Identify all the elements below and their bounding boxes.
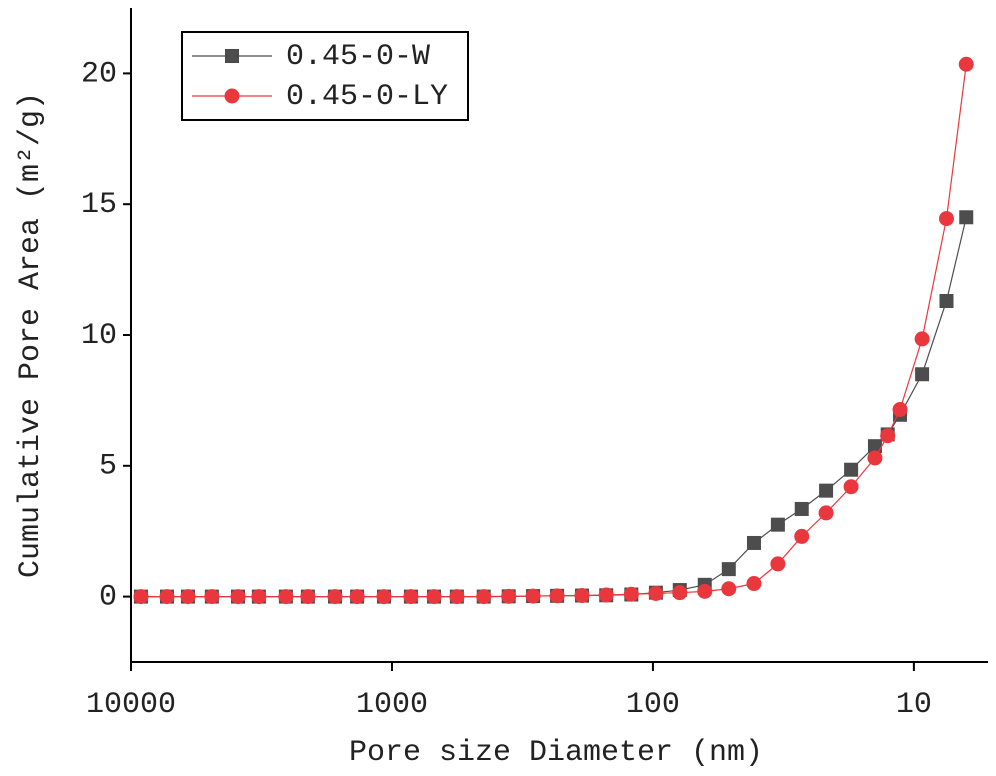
y-tick-label: 0	[99, 581, 117, 615]
point	[159, 589, 175, 605]
point	[697, 583, 713, 599]
point	[476, 589, 492, 605]
point	[204, 589, 220, 605]
point	[794, 528, 810, 544]
point	[449, 589, 465, 605]
point	[426, 589, 442, 605]
point	[914, 331, 930, 347]
y-tick-label: 5	[99, 450, 117, 484]
point	[403, 589, 419, 605]
y-tick-label: 15	[81, 188, 117, 222]
x-axis-label: Pore size Diameter (nm)	[349, 736, 763, 770]
legend-label: 0.45-0-W	[286, 40, 430, 74]
point	[959, 210, 974, 225]
point	[721, 562, 736, 577]
point	[892, 402, 908, 418]
y-axis-label: Cumulative Pore Area (m²/g)	[14, 92, 48, 578]
point	[770, 556, 786, 572]
legend-box	[181, 31, 469, 121]
point	[958, 56, 974, 72]
x-tick-label: 10000	[86, 688, 176, 722]
point	[721, 581, 737, 597]
point	[133, 589, 149, 605]
point	[251, 589, 267, 605]
point	[844, 462, 859, 477]
point	[501, 588, 517, 604]
point	[867, 450, 883, 466]
point	[278, 589, 294, 605]
legend-marker	[225, 49, 239, 63]
legend-label: 0.45-0-LY	[286, 80, 448, 114]
series-line	[140, 64, 967, 598]
series-line	[140, 217, 967, 598]
point	[746, 576, 762, 592]
y-tick-label: 20	[81, 57, 117, 91]
point	[939, 293, 954, 308]
point	[818, 505, 834, 521]
point	[349, 589, 365, 605]
point	[525, 588, 541, 604]
point	[598, 587, 614, 603]
x-tick-label: 1000	[356, 688, 428, 722]
point	[867, 439, 882, 454]
point	[180, 589, 196, 605]
point	[230, 589, 246, 605]
x-tick-label: 100	[626, 688, 680, 722]
point	[794, 501, 809, 516]
point	[746, 535, 761, 550]
point	[770, 517, 785, 532]
point	[938, 211, 954, 227]
point	[623, 586, 639, 602]
y-tick-label: 10	[81, 319, 117, 353]
point	[880, 428, 896, 444]
x-tick-label: 10	[896, 688, 932, 722]
point	[819, 483, 834, 498]
point	[327, 589, 343, 605]
point	[300, 589, 316, 605]
point	[648, 585, 664, 601]
point	[376, 589, 392, 605]
point	[672, 585, 688, 601]
point	[915, 367, 930, 382]
point	[843, 479, 859, 495]
point	[549, 588, 565, 604]
legend-marker	[224, 88, 240, 104]
point	[574, 588, 590, 604]
